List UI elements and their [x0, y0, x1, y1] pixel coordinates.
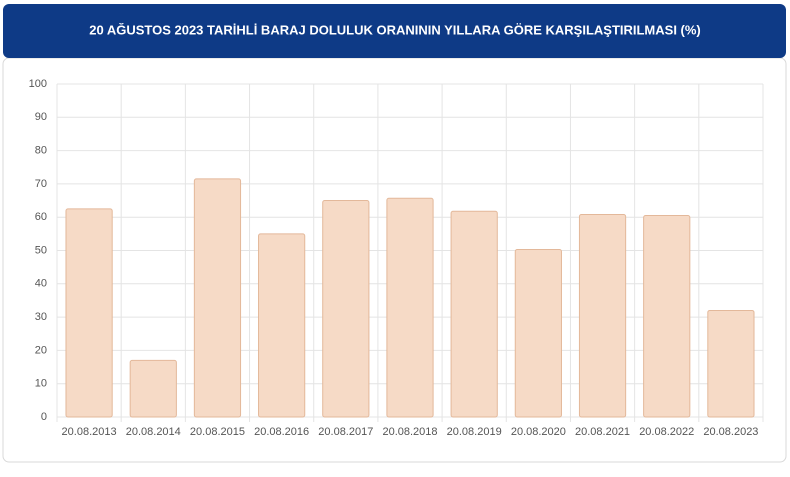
- bar: [643, 215, 691, 418]
- x-tick-label: 20.08.2013: [62, 426, 117, 438]
- y-tick-label: 40: [35, 278, 47, 290]
- chart-title: 20 AĞUSTOS 2023 TARİHLİ BARAJ DOLULUK OR…: [89, 22, 701, 37]
- x-tick-label: 20.08.2015: [190, 426, 245, 438]
- x-tick-label: 20.08.2018: [382, 426, 437, 438]
- x-tick-label: 20.08.2021: [575, 426, 630, 438]
- x-tick-label: 20.08.2020: [511, 426, 566, 438]
- y-tick-label: 0: [41, 411, 47, 423]
- y-tick-label: 90: [35, 111, 47, 123]
- header: [3, 4, 786, 58]
- x-tick-label: 20.08.2022: [639, 426, 694, 438]
- y-tick-label: 70: [35, 178, 47, 190]
- x-tick-label: 20.08.2019: [447, 426, 502, 438]
- y-tick-label: 50: [35, 244, 47, 256]
- y-tick-label: 80: [35, 145, 47, 157]
- x-tick-label: 20.08.2023: [703, 426, 758, 438]
- bar: [578, 214, 627, 418]
- bar: [193, 178, 242, 418]
- bar: [450, 210, 498, 418]
- y-tick-label: 10: [35, 378, 47, 390]
- y-tick-label: 30: [35, 311, 47, 323]
- y-tick-label: 100: [29, 78, 47, 90]
- y-tick-label: 60: [35, 211, 47, 223]
- bar: [386, 197, 434, 418]
- bar: [258, 233, 306, 418]
- x-tick-label: 20.08.2017: [318, 426, 373, 438]
- y-tick-label: 20: [35, 344, 47, 356]
- bar: [707, 309, 755, 418]
- bar: [322, 200, 370, 418]
- bar: [65, 208, 113, 418]
- x-tick-label: 20.08.2016: [254, 426, 309, 438]
- bar: [129, 359, 177, 418]
- x-tick-label: 20.08.2014: [126, 426, 181, 438]
- bar: [514, 249, 562, 418]
